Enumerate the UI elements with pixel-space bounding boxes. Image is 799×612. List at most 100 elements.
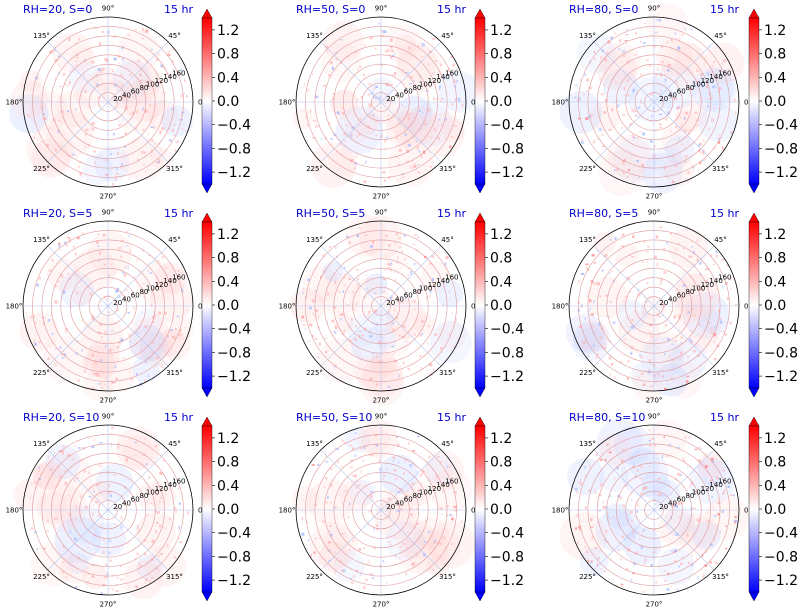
field-speckle <box>388 267 391 270</box>
field-speckle <box>599 295 602 297</box>
field-wash <box>617 311 660 354</box>
field-speckle <box>649 99 652 101</box>
field-speckle <box>686 375 689 378</box>
field-speckle <box>440 347 443 350</box>
field-speckle <box>686 533 689 537</box>
field-speckle <box>99 71 102 73</box>
field-speckle <box>411 563 414 566</box>
field-speckle <box>599 336 603 340</box>
colorbar-tick-label: 0.0 <box>490 94 512 110</box>
field-speckle <box>352 447 355 451</box>
field-speckle <box>373 591 375 593</box>
field-speckle <box>413 165 417 168</box>
field-speckle <box>351 475 354 477</box>
field-speckle <box>367 125 370 129</box>
field-speckle <box>723 59 727 63</box>
field-speckle <box>347 516 351 518</box>
field-speckle <box>175 140 179 143</box>
field-speckle <box>152 316 154 319</box>
field-speckle <box>380 29 383 33</box>
field-speckle <box>401 173 405 175</box>
field-speckle <box>370 494 373 499</box>
field-wash <box>94 146 130 182</box>
field-speckle <box>335 245 337 249</box>
field-speckle <box>729 321 732 325</box>
field-speckle <box>320 454 322 456</box>
field-wash <box>358 215 403 260</box>
field-wash <box>117 29 160 73</box>
field-speckle <box>151 303 153 306</box>
radial-tick-label: 160 <box>718 274 731 282</box>
field-speckle <box>421 111 424 114</box>
field-speckle <box>84 89 88 93</box>
field-speckle <box>671 343 674 346</box>
field-speckle <box>718 133 720 137</box>
field-speckle <box>354 432 358 435</box>
field-speckle <box>55 148 57 152</box>
field-speckle <box>302 324 306 326</box>
radial-tick-label: 80 <box>412 288 421 296</box>
field-speckle <box>132 276 136 278</box>
field-speckle <box>184 79 186 83</box>
field-speckle <box>369 335 373 338</box>
field-speckle <box>440 542 442 545</box>
field-speckle <box>346 55 350 58</box>
field-speckle <box>392 328 395 332</box>
field-speckle <box>368 559 371 562</box>
field-speckle <box>606 540 609 543</box>
field-speckle <box>687 436 691 439</box>
field-speckle <box>659 127 663 129</box>
field-speckle <box>183 122 185 126</box>
field-speckle <box>664 323 667 327</box>
field-speckle <box>126 457 129 460</box>
field-speckle <box>601 269 604 272</box>
field-speckle <box>408 46 411 50</box>
field-speckle <box>593 57 596 61</box>
field-speckle <box>333 364 337 367</box>
field-speckle <box>624 296 628 298</box>
colorbar: 1.20.80.40.0−0.4−0.8−1.2 <box>748 8 798 194</box>
field-speckle <box>450 543 454 545</box>
field-speckle <box>601 134 604 137</box>
field-speckle <box>60 249 62 251</box>
field-speckle <box>136 331 140 334</box>
field-speckle <box>146 514 149 516</box>
field-speckle <box>600 92 604 96</box>
field-speckle <box>137 524 139 527</box>
field-speckle <box>629 254 632 256</box>
field-wash <box>604 503 630 529</box>
field-speckle <box>383 30 387 34</box>
field-speckle <box>144 80 147 83</box>
field-speckle <box>643 241 645 244</box>
field-speckle <box>676 38 678 41</box>
field-speckle <box>98 260 101 262</box>
field-speckle <box>448 289 451 293</box>
field-speckle <box>412 450 415 452</box>
field-speckle <box>694 448 698 450</box>
field-speckle <box>605 79 608 81</box>
field-speckle <box>103 263 106 266</box>
field-speckle <box>640 73 643 77</box>
field-speckle <box>83 370 86 374</box>
field-speckle <box>725 264 730 267</box>
angular-tick-label: 315° <box>166 165 183 173</box>
field-speckle <box>632 530 634 533</box>
field-speckle <box>109 348 113 352</box>
field-speckle <box>604 347 607 349</box>
field-speckle <box>336 111 340 115</box>
field-speckle <box>166 335 169 337</box>
field-speckle <box>369 106 372 109</box>
field-speckle <box>417 236 419 239</box>
field-speckle <box>663 570 667 572</box>
radial-tick-label: 20 <box>659 299 668 307</box>
field-speckle <box>386 468 388 471</box>
field-speckle <box>713 333 717 337</box>
field-speckle <box>418 110 422 112</box>
field-speckle <box>151 576 154 579</box>
field-speckle <box>423 540 427 543</box>
field-speckle <box>599 483 603 487</box>
field-speckle <box>609 301 612 303</box>
field-speckle <box>76 57 79 59</box>
field-speckle <box>675 505 678 508</box>
field-speckle <box>312 137 316 139</box>
